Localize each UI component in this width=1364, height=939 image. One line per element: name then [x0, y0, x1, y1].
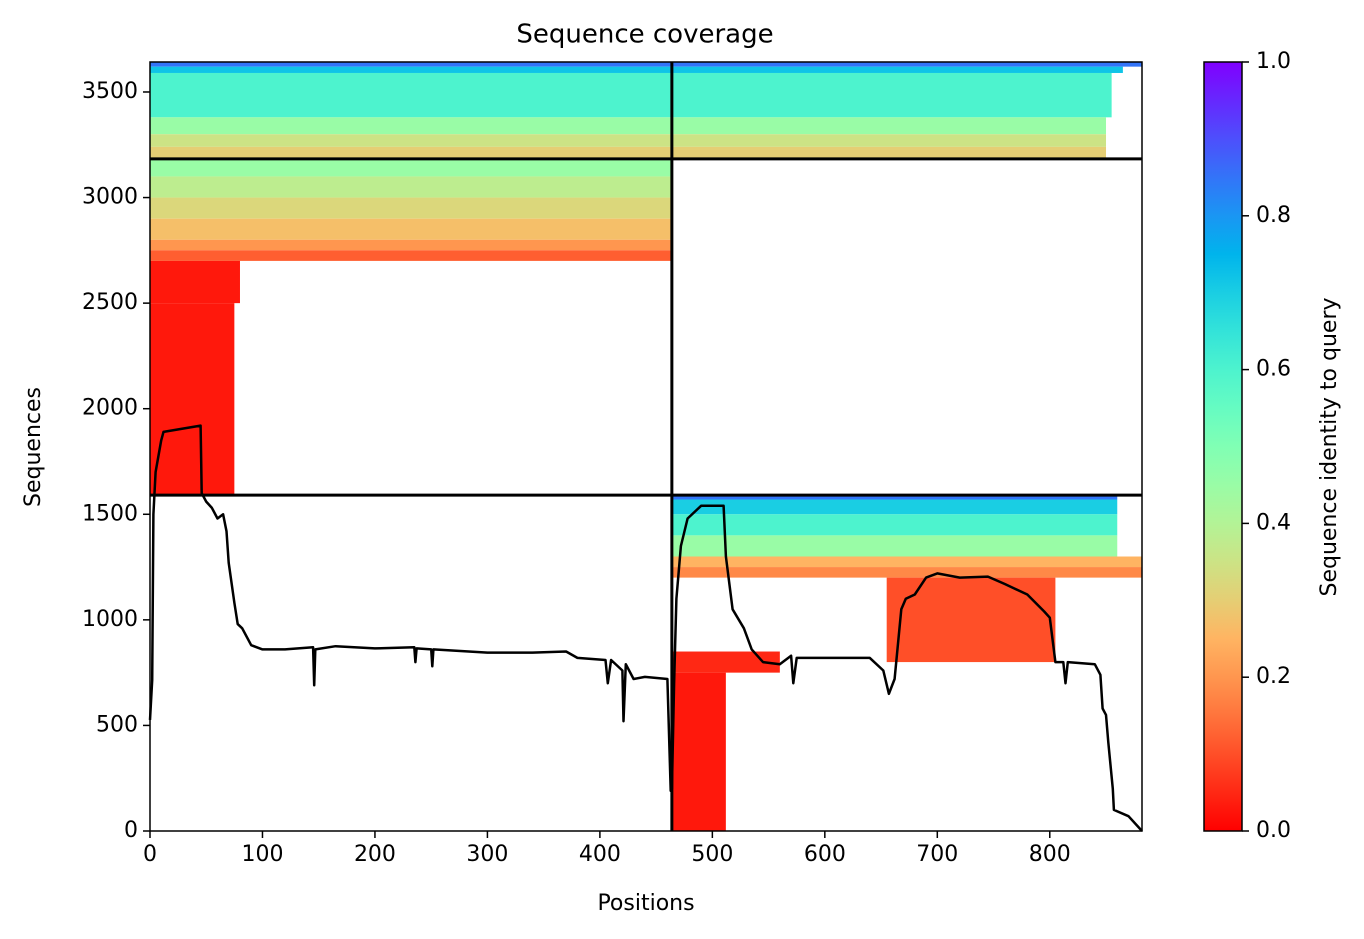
colorbar-tick-label: 0.4	[1256, 510, 1291, 535]
coverage-block	[150, 62, 672, 67]
coverage-block	[886, 577, 1056, 663]
coverage-block	[671, 117, 1107, 135]
coverage-block	[671, 495, 1118, 500]
x-tick-label: 300	[466, 842, 508, 867]
coverage-block	[671, 556, 1142, 568]
coverage-block	[150, 260, 240, 304]
colorbar-tick-label: 0.8	[1256, 203, 1291, 228]
coverage-block	[150, 239, 672, 251]
x-tick-label: 800	[1029, 842, 1071, 867]
colorbar	[1203, 61, 1243, 832]
coverage-block	[671, 672, 726, 831]
coverage-block	[671, 72, 1112, 118]
coverage-block	[671, 146, 1107, 159]
coverage-block	[671, 134, 1107, 147]
y-tick-label: 500	[96, 712, 138, 737]
x-tick-label: 400	[579, 842, 621, 867]
coverage-block	[671, 535, 1118, 557]
y-axis-label: Sequences	[21, 387, 46, 507]
x-tick-label: 600	[804, 842, 846, 867]
coverage-block	[150, 197, 672, 219]
y-tick-label: 2000	[82, 396, 138, 421]
coverage-block	[150, 303, 235, 496]
y-tick-label: 1500	[82, 501, 138, 526]
chart-title: Sequence coverage	[516, 20, 773, 50]
y-tick-label: 3000	[82, 185, 138, 210]
y-tick-label: 0	[124, 818, 138, 843]
x-tick-label: 200	[354, 842, 396, 867]
plot-frame	[149, 61, 1143, 832]
x-tick-label: 700	[916, 842, 958, 867]
coverage-block	[671, 499, 1118, 515]
colorbar-tick-label: 0.6	[1256, 357, 1291, 382]
coverage-block	[150, 250, 672, 261]
coverage-block	[150, 134, 672, 147]
colorbar-tick-label: 0.2	[1256, 664, 1291, 689]
coverage-line	[148, 424, 1143, 832]
x-tick-label: 0	[143, 842, 157, 867]
y-tick-label: 3500	[82, 79, 138, 104]
y-tick-label: 1000	[82, 607, 138, 632]
coverage-block	[150, 117, 672, 135]
x-axis-label: Positions	[597, 891, 694, 916]
x-tick-label: 500	[691, 842, 733, 867]
colorbar-label: Sequence identity to query	[1317, 297, 1342, 596]
coverage-block	[150, 146, 672, 159]
y-tick-label: 2500	[82, 290, 138, 315]
colorbar-tick-label: 0.0	[1256, 818, 1291, 843]
coverage-block	[671, 567, 1142, 578]
coverage-block	[150, 218, 672, 240]
coverage-block	[671, 514, 1118, 536]
coverage-block	[150, 66, 672, 73]
coverage-block	[150, 72, 672, 118]
colorbar-tick-label: 1.0	[1256, 49, 1291, 74]
coverage-block	[671, 62, 1142, 67]
coverage-block	[150, 176, 672, 198]
coverage-block	[150, 158, 672, 177]
coverage-block	[671, 651, 780, 673]
coverage-block	[671, 66, 1123, 73]
x-tick-label: 100	[241, 842, 283, 867]
